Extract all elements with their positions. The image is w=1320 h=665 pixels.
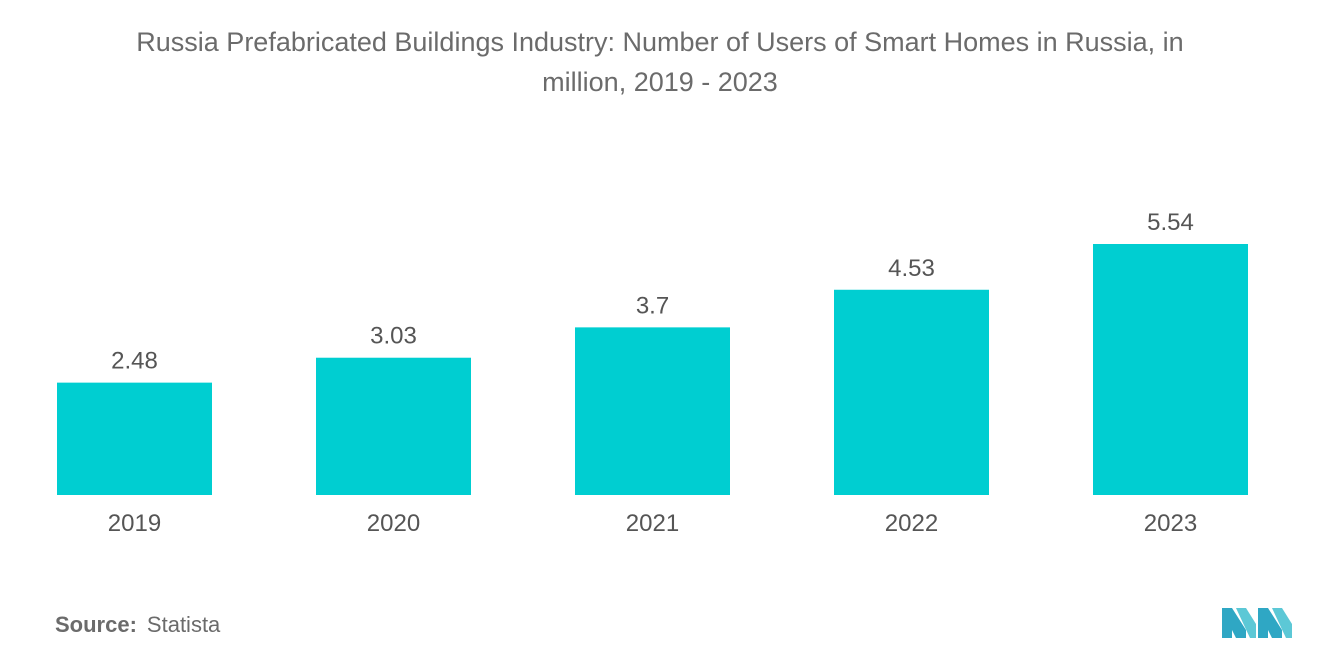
bar-2021: [575, 327, 730, 495]
mordor-intelligence-logo-icon: [1222, 608, 1292, 638]
x-tick-label-2021: 2021: [626, 510, 679, 537]
bar-2023: [1093, 244, 1248, 495]
data-label-2023: 5.54: [1147, 209, 1194, 236]
data-label-2022: 4.53: [888, 255, 935, 282]
bar-2022: [834, 289, 989, 495]
x-tick-label-2019: 2019: [108, 510, 161, 537]
x-tick-label-2022: 2022: [885, 510, 938, 537]
bar-2019: [57, 382, 212, 495]
bar-2020: [316, 357, 471, 495]
data-label-2021: 3.7: [636, 292, 669, 319]
source-label: Source:: [55, 612, 137, 637]
source-value: Statista: [146, 612, 221, 637]
source-note: Source: Statista: [55, 612, 220, 638]
x-tick-label-2020: 2020: [367, 510, 420, 537]
data-label-2019: 2.48: [111, 348, 158, 375]
data-label-2020: 3.03: [370, 323, 417, 350]
chart-title: Russia Prefabricated Buildings Industry:…: [0, 22, 1320, 102]
chart-title-line-2: million, 2019 - 2023: [542, 67, 778, 97]
chart-title-line-1: Russia Prefabricated Buildings Industry:…: [136, 27, 1184, 57]
x-tick-label-2023: 2023: [1144, 510, 1197, 537]
